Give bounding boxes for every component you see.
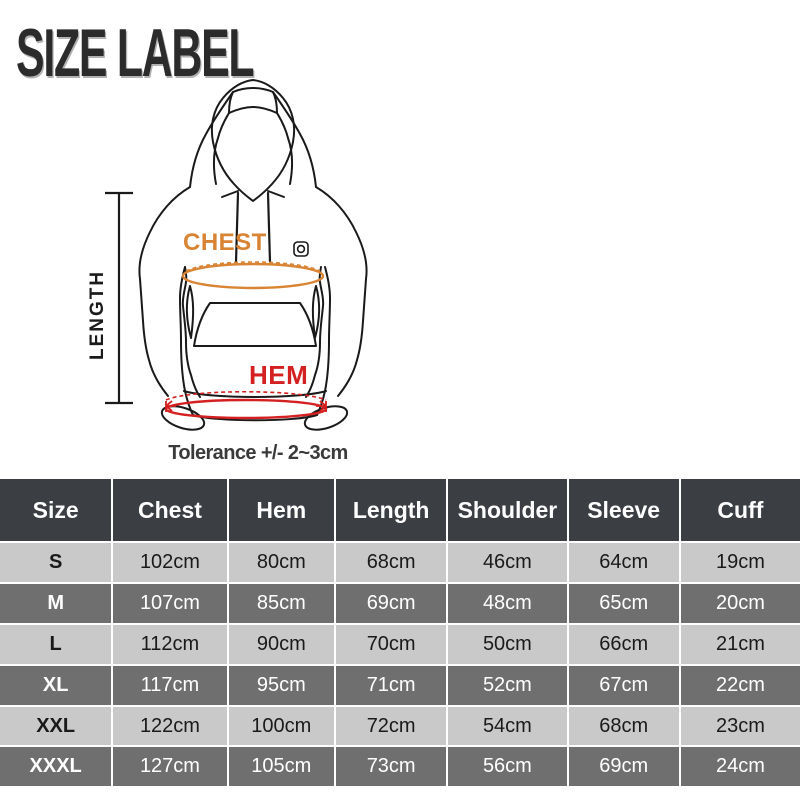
svg-text:HEM: HEM	[249, 360, 308, 390]
svg-text:Tolerance +/- 2~3cm: Tolerance +/- 2~3cm	[168, 442, 347, 464]
svg-text:CHEST: CHEST	[183, 229, 267, 256]
svg-text:LENGTH: LENGTH	[87, 270, 108, 360]
